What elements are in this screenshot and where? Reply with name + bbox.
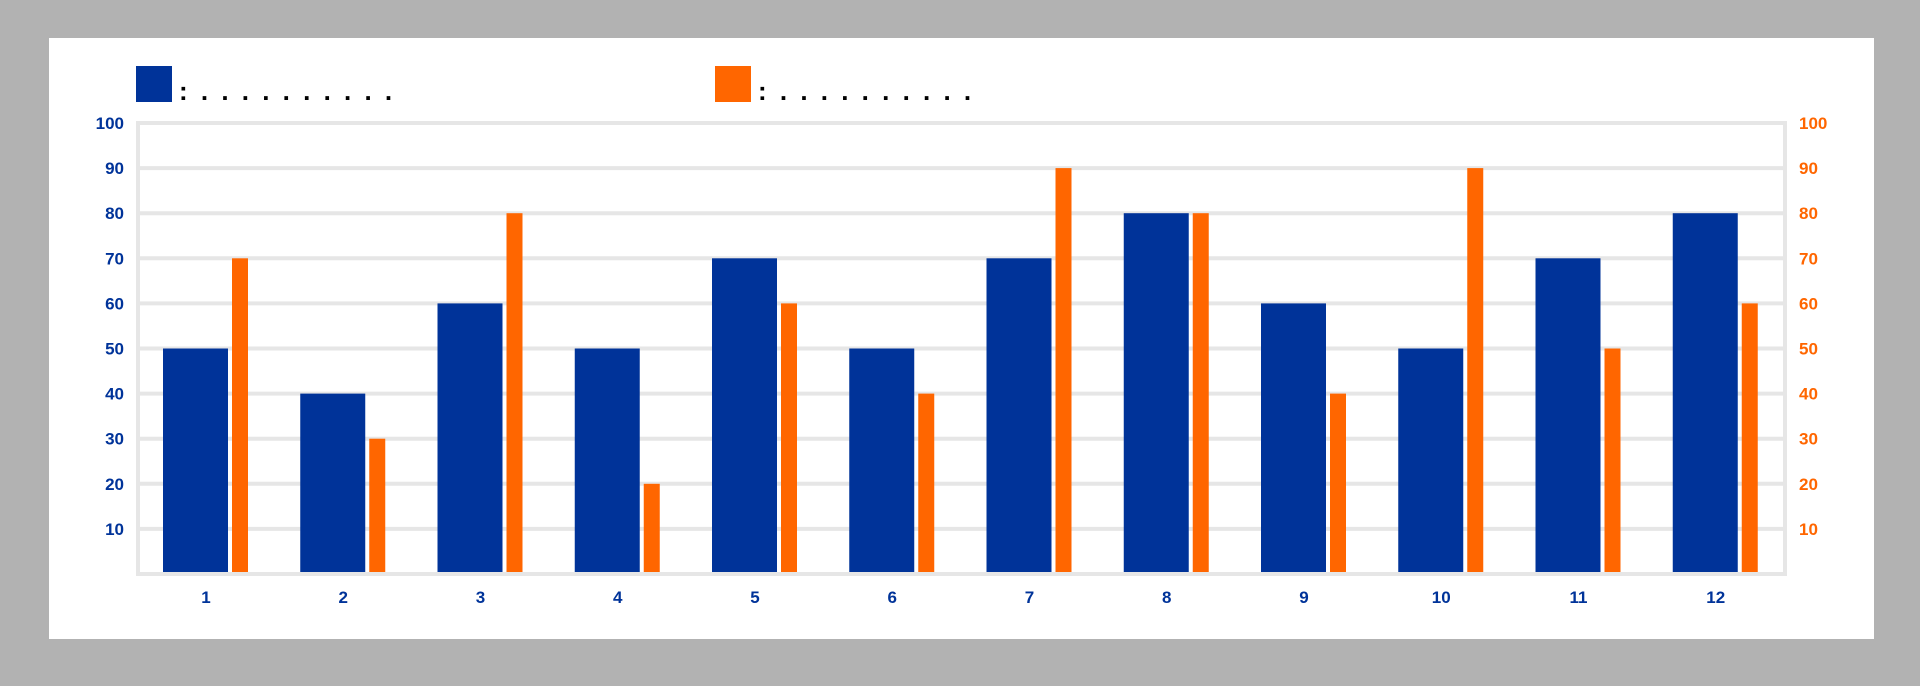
x-tick-label: 11	[1570, 588, 1588, 607]
x-tick-label: 8	[1162, 588, 1171, 607]
y-tick-label-right: 70	[1799, 249, 1818, 268]
y-tick-label-left: 50	[105, 340, 124, 359]
bar-series-2	[232, 258, 248, 574]
bar-series-1	[574, 348, 640, 574]
bar-series-1	[1398, 348, 1464, 574]
legend-label-series-1: : . . . . . . . . . .	[179, 76, 395, 106]
y-tick-label-right: 20	[1799, 475, 1818, 494]
bars	[163, 168, 1758, 574]
x-axis-ticks: 1 2 3 4 5 6 7 8 9 10 11 12	[201, 588, 1725, 607]
bar-series-2	[506, 213, 523, 574]
plot-frame	[136, 121, 1787, 576]
chart-panel: : . . . . . . . . . . : . . . . . . . . …	[49, 38, 1874, 639]
right-axis-ticks: 10 20 30 40 50 60 70 80 90 100	[1799, 114, 1827, 539]
bar-series-1	[986, 258, 1052, 574]
bar-series-1	[1535, 258, 1601, 574]
y-tick-label-right: 40	[1799, 385, 1818, 404]
y-tick-label-right: 80	[1799, 204, 1818, 223]
x-tick-label: 2	[339, 588, 348, 607]
y-tick-label-left: 40	[105, 385, 124, 404]
y-tick-label-left: 10	[105, 520, 124, 539]
plot-border	[136, 121, 1787, 576]
y-tick-label-left: 100	[96, 114, 124, 133]
bar-series-1	[712, 258, 777, 574]
y-tick-label-right: 90	[1799, 159, 1818, 178]
bar-series-1	[1123, 213, 1189, 574]
bar-series-2	[1192, 213, 1209, 574]
x-tick-label: 1	[201, 588, 210, 607]
x-tick-label: 12	[1706, 588, 1725, 607]
x-tick-label: 5	[750, 588, 759, 607]
y-tick-label-right: 30	[1799, 430, 1818, 449]
y-tick-label-right: 50	[1799, 340, 1818, 359]
y-tick-label-right: 100	[1799, 114, 1827, 133]
legend-swatch-series-2	[715, 66, 751, 102]
y-tick-label-right: 10	[1799, 520, 1818, 539]
x-tick-label: 6	[888, 588, 897, 607]
legend-swatch-series-1	[136, 66, 172, 102]
bar-series-1	[163, 348, 228, 574]
x-tick-label: 7	[1025, 588, 1034, 607]
x-tick-label: 4	[613, 588, 623, 607]
bar-series-1	[300, 393, 366, 574]
bar-series-2	[369, 438, 386, 574]
y-tick-label-left: 90	[105, 159, 124, 178]
y-tick-label-left: 60	[105, 294, 124, 313]
bar-chart: : . . . . . . . . . . : . . . . . . . . …	[96, 66, 1827, 607]
y-tick-label-right: 60	[1799, 294, 1818, 313]
bar-series-2	[918, 393, 935, 574]
left-axis-ticks: 10 20 30 40 50 60 70 80 90 100	[96, 114, 124, 539]
bar-series-2	[781, 303, 797, 574]
bar-series-1	[1261, 303, 1326, 574]
legend-label-series-2: : . . . . . . . . . .	[758, 76, 974, 106]
y-tick-label-left: 30	[105, 430, 124, 449]
bar-series-1	[1672, 213, 1738, 574]
x-tick-label: 9	[1299, 588, 1308, 607]
bar-series-1	[437, 303, 503, 574]
y-tick-label-left: 80	[105, 204, 124, 223]
bar-series-2	[1741, 303, 1758, 574]
y-tick-label-left: 20	[105, 475, 124, 494]
bar-series-2	[1467, 168, 1484, 574]
y-tick-label-left: 70	[105, 249, 124, 268]
bar-series-2	[1055, 168, 1072, 574]
bar-series-2	[1604, 348, 1621, 574]
bar-series-2	[1330, 393, 1346, 574]
x-tick-label: 3	[476, 588, 485, 607]
legend: : . . . . . . . . . . : . . . . . . . . …	[136, 66, 974, 106]
bar-series-1	[849, 348, 915, 574]
x-tick-label: 10	[1432, 588, 1451, 607]
bar-series-2	[643, 483, 660, 574]
